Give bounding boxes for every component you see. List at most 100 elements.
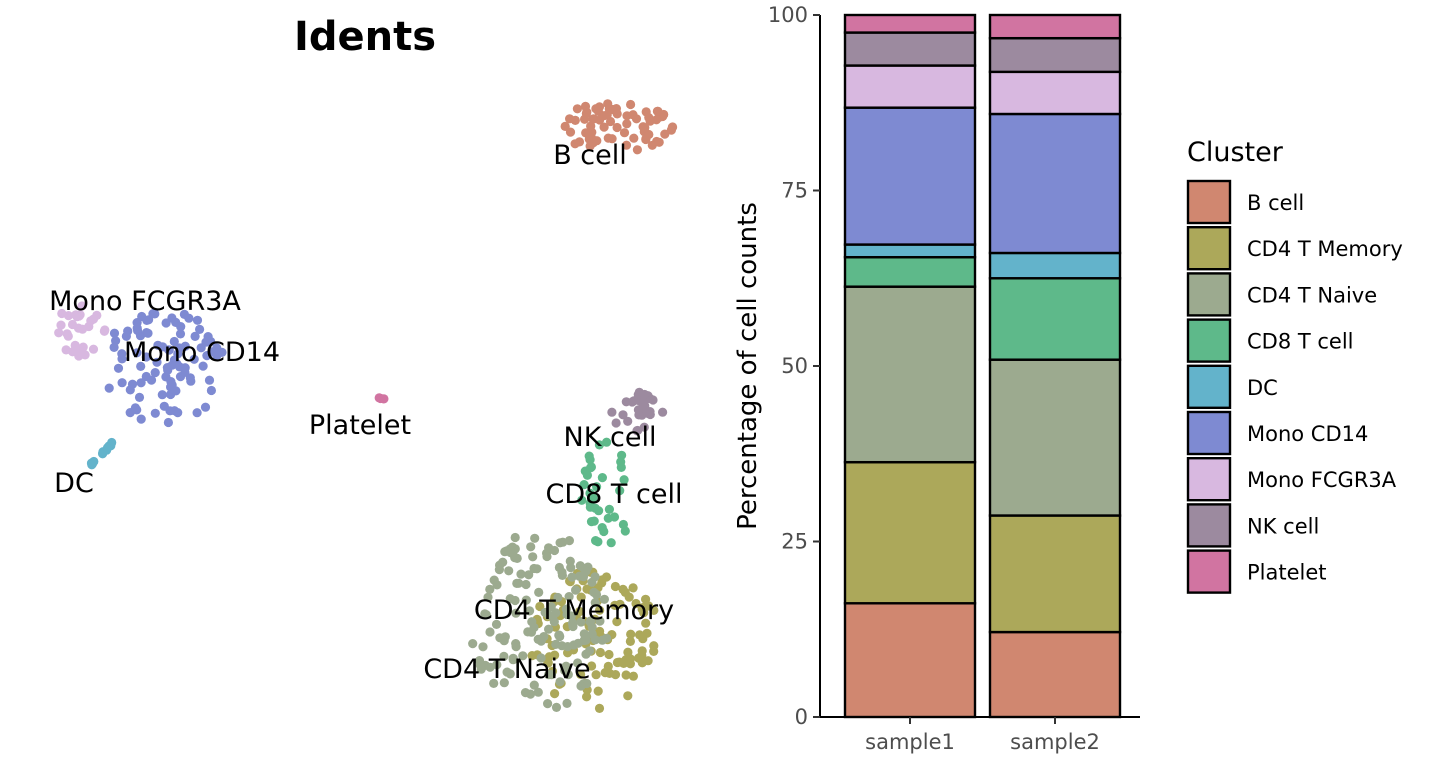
umap-point-cd4-t-naive xyxy=(530,533,540,543)
umap-point-mono-fcgr3a xyxy=(56,320,66,330)
umap-point-cd4-t-memory xyxy=(544,652,554,662)
umap-point-cd4-t-naive xyxy=(590,598,600,608)
bar-segment-sample1-cd4-t-memory xyxy=(843,460,977,605)
umap-point-cd4-t-naive xyxy=(481,610,491,620)
umap-point-b-cell xyxy=(586,121,596,131)
umap-point-mono-cd14 xyxy=(171,317,181,327)
umap-point-cd8-t-cell xyxy=(585,455,595,465)
umap-point-mono-cd14 xyxy=(192,408,202,418)
umap-point-cd4-t-naive xyxy=(561,604,572,614)
umap-point-b-cell xyxy=(565,127,576,137)
umap-point-cd4-t-memory xyxy=(527,651,537,661)
umap-point-mono-cd14 xyxy=(198,361,208,371)
umap-point-cd4-t-naive xyxy=(568,621,578,632)
legend-label-mono-cd14: Mono CD14 xyxy=(1247,422,1368,446)
umap-point-nk-cell xyxy=(634,410,644,420)
legend-swatch-b-cell xyxy=(1186,179,1232,225)
umap-point-cd4-t-naive xyxy=(492,660,502,670)
umap-point-cd8-t-cell xyxy=(582,470,593,480)
umap-point-cd4-t-memory xyxy=(623,691,633,701)
umap-point-mono-cd14 xyxy=(175,329,186,339)
umap-point-mono-cd14 xyxy=(179,309,189,319)
bar-segment-sample2-b-cell xyxy=(988,630,1122,719)
umap-point-cd4-t-memory xyxy=(576,592,586,602)
umap-point-cd4-t-memory xyxy=(612,617,622,627)
umap-point-b-cell xyxy=(629,133,639,143)
umap-point-mono-cd14 xyxy=(161,372,171,382)
legend-items: B cell CD4 T Memory CD4 T Naive CD8 T cell D… xyxy=(1186,179,1403,594)
umap-point-cd4-t-naive xyxy=(564,536,575,546)
umap-point-cd4-t-naive xyxy=(576,617,586,627)
umap-point-b-cell xyxy=(641,134,651,144)
umap-point-cd4-t-naive xyxy=(505,669,515,679)
umap-point-mono-cd14 xyxy=(121,331,131,341)
umap-point-mono-cd14 xyxy=(111,336,121,346)
bar-segment-sample1-nk-cell xyxy=(843,31,977,67)
legend-label-cd8-t-cell: CD8 T cell xyxy=(1247,330,1354,354)
bar-segment-sample2-dc xyxy=(988,251,1122,280)
umap-point-mono-cd14 xyxy=(167,380,177,390)
bar-segment-sample1-cd8-t-cell xyxy=(843,255,977,288)
umap-point-cd4-t-memory xyxy=(638,634,648,644)
umap-point-cd4-t-naive xyxy=(567,572,577,582)
legend-swatch-cd4-t-memory xyxy=(1186,225,1232,271)
umap-point-cd8-t-cell xyxy=(609,512,620,522)
umap-point-b-cell xyxy=(589,114,599,124)
umap-point-cd8-t-cell xyxy=(597,473,608,483)
bar-segment-sample1-b-cell xyxy=(843,602,977,719)
umap-point-cd4-t-naive xyxy=(512,578,522,589)
umap-point-cd4-t-memory xyxy=(623,647,633,657)
umap-point-cd4-t-naive xyxy=(510,532,520,543)
umap-point-mono-cd14 xyxy=(127,379,138,389)
legend-label-b-cell: B cell xyxy=(1247,191,1304,215)
umap-point-mono-cd14 xyxy=(203,332,213,342)
umap-points xyxy=(54,99,678,714)
umap-point-cd4-t-naive xyxy=(599,594,610,604)
umap-point-cd4-t-memory xyxy=(624,592,634,602)
cluster-label-cd4-t-naive: CD4 T Naive xyxy=(423,654,590,685)
bar-segment-sample2-mono-fcgr3a xyxy=(988,70,1122,116)
bar-segment-sample1-platelet xyxy=(843,13,977,34)
umap-point-cd4-t-memory xyxy=(610,581,621,592)
umap-point-cd4-t-naive xyxy=(571,585,581,595)
umap-point-mono-fcgr3a xyxy=(100,325,110,335)
umap-point-cd4-t-memory xyxy=(603,661,613,672)
legend-label-dc: DC xyxy=(1247,376,1278,400)
umap-point-cd8-t-cell xyxy=(590,503,600,513)
umap-point-b-cell xyxy=(592,136,602,146)
umap-point-b-cell xyxy=(572,104,583,114)
umap-point-cd4-t-memory xyxy=(625,659,636,669)
umap-point-dc xyxy=(87,460,97,470)
umap-point-cd4-t-naive xyxy=(533,687,543,697)
legend-label-mono-fcgr3a: Mono FCGR3A xyxy=(1247,468,1397,492)
umap-point-b-cell xyxy=(622,119,632,129)
bar-segment-sample1-dc xyxy=(843,243,977,259)
umap-point-cd8-t-cell xyxy=(602,437,612,447)
umap-point-cd4-t-memory xyxy=(604,649,614,660)
umap-point-cd4-t-naive xyxy=(529,680,539,690)
umap-point-b-cell xyxy=(626,99,636,110)
umap-point-cd4-t-naive xyxy=(499,678,509,688)
y-tick-label: 50 xyxy=(781,354,808,378)
umap-point-cd4-t-naive xyxy=(544,624,554,634)
umap-point-cd4-t-naive xyxy=(581,566,591,576)
umap-point-nk-cell xyxy=(623,416,633,426)
umap-point-cd4-t-naive xyxy=(533,634,543,645)
legend-swatch-mono-fcgr3a xyxy=(1186,457,1232,502)
umap-point-cd4-t-naive xyxy=(543,699,553,709)
umap-point-mono-fcgr3a xyxy=(54,328,64,338)
umap-point-cd8-t-cell xyxy=(586,463,596,473)
umap-point-cd4-t-naive xyxy=(527,617,537,627)
umap-point-cd8-t-cell xyxy=(619,475,629,485)
umap-point-b-cell xyxy=(607,134,617,144)
umap-point-cd8-t-cell xyxy=(606,538,616,548)
legend-label-cd4-t-naive: CD4 T Naive xyxy=(1247,283,1377,307)
umap-title: Idents xyxy=(294,14,436,60)
umap-point-cd4-t-naive xyxy=(562,698,572,709)
umap-point-mono-cd14 xyxy=(212,343,222,353)
cluster-label-b-cell: B cell xyxy=(553,140,627,171)
umap-point-b-cell xyxy=(580,114,590,124)
umap-point-cd4-t-naive xyxy=(566,611,576,621)
umap-point-cd4-t-naive xyxy=(554,562,565,573)
